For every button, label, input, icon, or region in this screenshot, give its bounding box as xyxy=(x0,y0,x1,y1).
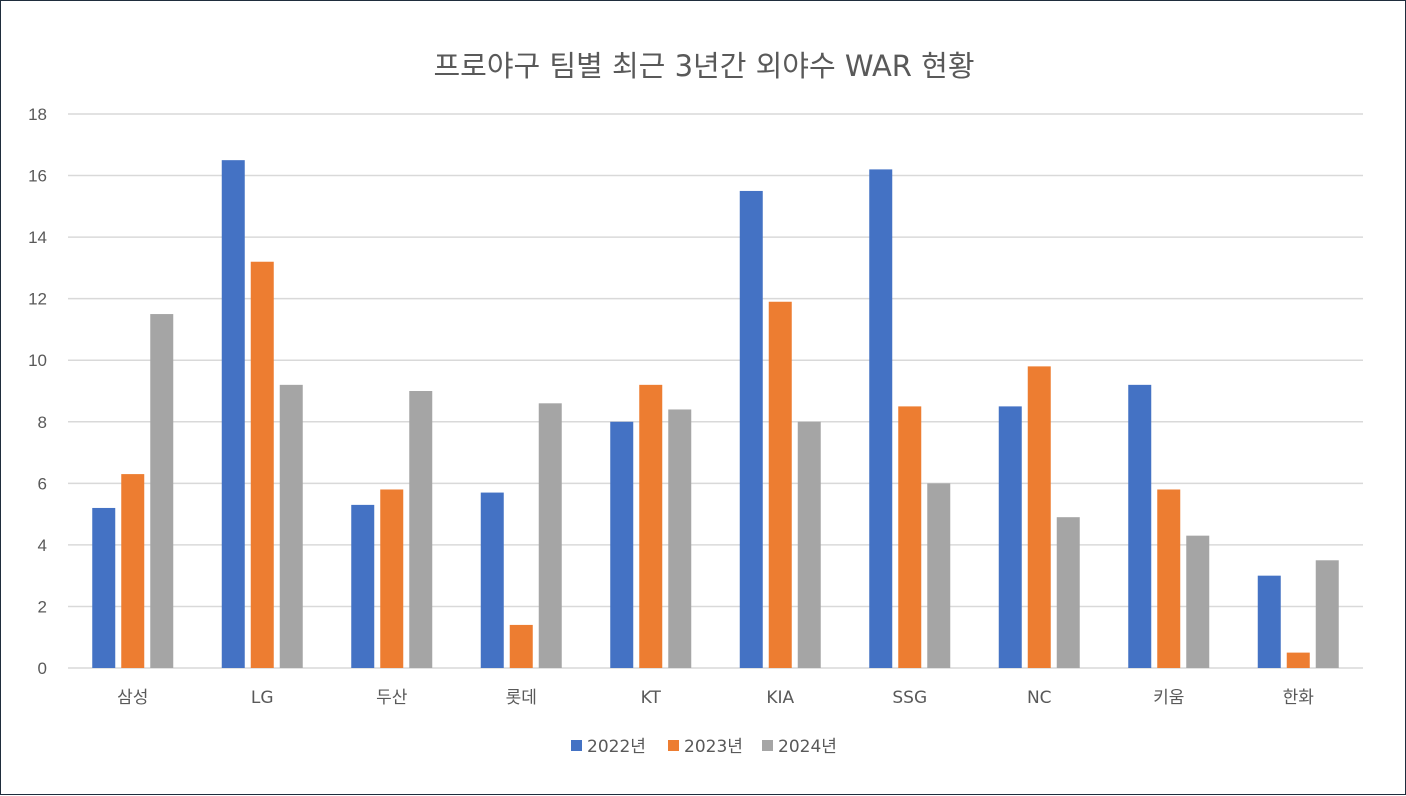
y-tick-label: 6 xyxy=(38,474,47,493)
legend-label: 2023년 xyxy=(684,737,743,757)
bar-2023년-롯데 xyxy=(509,624,533,668)
bar-2023년-키움 xyxy=(1157,489,1181,668)
bar-2022년-키움 xyxy=(1128,384,1152,668)
y-tick-label: 16 xyxy=(28,167,47,186)
y-tick-label: 10 xyxy=(28,351,47,370)
bar-2023년-한화 xyxy=(1286,652,1310,668)
bar-2022년-롯데 xyxy=(480,492,504,668)
x-category-label: SSG xyxy=(892,688,927,708)
y-tick-label: 14 xyxy=(28,228,47,247)
bar-2023년-두산 xyxy=(380,489,404,668)
bar-2022년-두산 xyxy=(351,504,375,668)
bar-2022년-삼성 xyxy=(92,507,116,668)
bar-2023년-KIA xyxy=(768,301,792,668)
bar-2024년-한화 xyxy=(1315,560,1339,668)
bar-2024년-LG xyxy=(279,384,303,668)
y-tick-label: 18 xyxy=(28,105,47,124)
bar-2024년-키움 xyxy=(1186,535,1210,668)
bar-2024년-롯데 xyxy=(538,403,562,668)
chart-title: 프로야구 팀별 최근 3년간 외야수 WAR 현황 xyxy=(433,49,974,83)
bar-2024년-KT xyxy=(668,409,692,668)
bar-2022년-한화 xyxy=(1257,575,1281,668)
bar-2023년-삼성 xyxy=(121,474,145,668)
bar-2022년-LG xyxy=(221,160,245,668)
legend-swatch xyxy=(571,740,582,751)
bar-2023년-NC xyxy=(1027,366,1051,668)
bar-2024년-KIA xyxy=(797,421,821,668)
x-category-label: 한화 xyxy=(1283,688,1315,708)
bar-2024년-SSG xyxy=(927,483,951,668)
x-category-label: KIA xyxy=(766,688,794,708)
y-tick-label: 8 xyxy=(38,413,47,432)
legend-swatch xyxy=(668,740,679,751)
y-tick-label: 2 xyxy=(38,597,47,616)
x-category-label: 삼성 xyxy=(117,688,148,708)
bar-2024년-삼성 xyxy=(150,314,174,668)
x-category-label: 키움 xyxy=(1153,688,1184,708)
legend-swatch xyxy=(762,740,773,751)
x-category-label: NC xyxy=(1027,688,1052,708)
bar-2022년-KT xyxy=(610,421,634,668)
bars xyxy=(92,160,1339,668)
x-category-label: LG xyxy=(251,688,274,708)
y-tick-label: 0 xyxy=(38,659,47,678)
bar-2023년-KT xyxy=(639,384,663,668)
x-axis-categories: 삼성 LG 두산 롯데 KT KIA SSG NC 키움 한화 xyxy=(117,688,1314,708)
bar-2022년-NC xyxy=(998,406,1022,668)
bar-2024년-NC xyxy=(1056,517,1080,668)
y-axis-ticks: 0 2 4 6 8 10 12 14 16 18 xyxy=(28,105,47,678)
bar-2022년-SSG xyxy=(869,169,893,668)
legend: 2022년 2023년 2024년 xyxy=(571,737,837,757)
bar-2023년-SSG xyxy=(898,406,922,668)
y-tick-label: 4 xyxy=(38,536,47,555)
x-category-label: 두산 xyxy=(376,688,408,708)
bar-2024년-두산 xyxy=(409,391,433,668)
bar-2023년-LG xyxy=(250,261,274,668)
bar-2022년-KIA xyxy=(739,190,763,668)
legend-label: 2024년 xyxy=(778,737,837,757)
x-category-label: 롯데 xyxy=(506,688,537,708)
legend-label: 2022년 xyxy=(587,737,646,757)
y-tick-label: 12 xyxy=(28,290,47,309)
x-category-label: KT xyxy=(641,688,662,708)
